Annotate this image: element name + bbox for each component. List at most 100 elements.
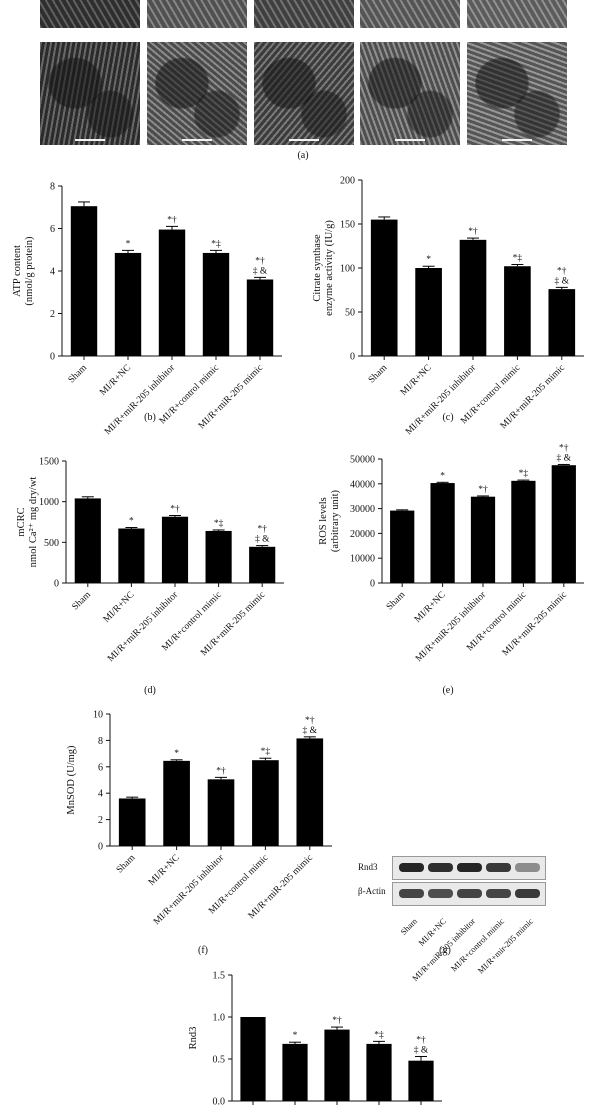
blot-band — [399, 889, 424, 898]
y-axis-label: mCRC — [16, 507, 27, 536]
significance-label: *† — [416, 1035, 426, 1045]
micrograph-top-tile — [360, 0, 460, 28]
bar — [548, 289, 576, 356]
significance-label: *‡ — [261, 747, 271, 757]
bar — [415, 268, 442, 356]
bar — [161, 516, 189, 583]
y-tick-label: 200 — [340, 176, 355, 187]
y-tick-label: 0 — [370, 579, 375, 590]
x-category-label: Sham — [115, 853, 138, 876]
bar — [240, 1017, 266, 1101]
bar — [282, 1043, 308, 1101]
y-tick-label: 2 — [98, 815, 103, 826]
bar — [163, 760, 190, 846]
significance-label: * — [129, 517, 134, 527]
x-category-label: MI/R+NC — [399, 363, 434, 398]
y-axis-label: (arbitrary unit) — [330, 489, 341, 552]
micrograph-top-tile — [467, 0, 567, 28]
bar — [207, 779, 235, 846]
x-category-label: MI/R+NC — [102, 590, 137, 625]
blot-band — [486, 889, 511, 898]
significance-label: *† — [255, 256, 265, 266]
y-tick-label: 0.5 — [213, 1055, 226, 1066]
blot-band — [486, 863, 511, 872]
bar — [324, 1029, 350, 1101]
significance-label: *‡ — [211, 239, 221, 249]
bar — [504, 266, 531, 356]
significance-label: *‡ — [513, 253, 523, 263]
y-tick-label: 1.5 — [213, 971, 226, 982]
y-tick-label: 40000 — [350, 479, 375, 490]
y-tick-label: 0 — [54, 579, 59, 590]
panel-label-a: (a) — [297, 150, 309, 161]
blot-band — [399, 863, 424, 872]
bar — [511, 480, 536, 583]
y-axis-label: Rnd3 — [188, 1027, 199, 1050]
blot-band — [457, 889, 482, 898]
chart-e: 0 10000 20000 30000 40000 50000 ROS levels (arb… — [318, 443, 584, 664]
significance-label: *† — [478, 485, 488, 495]
bar — [118, 798, 146, 846]
bar — [252, 760, 279, 846]
wb-lane-label: MI/R+mir-205 mimic — [475, 916, 536, 976]
x-category-label: Sham — [367, 363, 390, 386]
bar — [114, 252, 142, 356]
significance-label: * — [440, 471, 445, 481]
y-tick-label: 30000 — [350, 504, 375, 515]
significance-label: ‡ & — [255, 535, 270, 545]
western-blot — [392, 856, 546, 910]
y-tick-label: 4 — [98, 789, 103, 800]
blot-band — [515, 889, 540, 898]
y-tick-label: 8 — [50, 182, 55, 193]
significance-label: *† — [216, 766, 226, 776]
panel-label-f: (f) — [198, 945, 208, 956]
significance-label: *‡ — [519, 469, 529, 479]
x-category-label: Sham — [67, 363, 90, 386]
y-tick-label: 50 — [345, 308, 355, 319]
scale-bar — [182, 139, 212, 141]
y-axis-label: ATP content — [12, 245, 23, 297]
micrograph-tile — [467, 42, 567, 145]
significance-label: ‡ & — [253, 266, 268, 276]
y-tick-label: 100 — [340, 264, 355, 275]
y-tick-label: 10000 — [350, 554, 375, 565]
significance-label: * — [126, 239, 131, 249]
blot-band — [428, 863, 453, 872]
x-category-label: MI/R+miR-205 inhibitor — [106, 589, 181, 664]
y-tick-label: 150 — [340, 220, 355, 231]
bar — [205, 530, 232, 583]
significance-label: *† — [332, 1016, 342, 1026]
significance-label: *† — [468, 227, 478, 237]
bar — [74, 498, 101, 583]
significance-label: ‡ & — [555, 276, 570, 286]
micrograph-top-tile — [147, 0, 247, 28]
bar — [158, 229, 186, 356]
bar — [470, 496, 496, 583]
y-tick-label: 8 — [98, 736, 103, 747]
panel-label-g: (g) — [439, 945, 451, 956]
significance-label: *† — [167, 215, 177, 225]
bar — [296, 738, 324, 846]
y-axis-label: nmol Ca²⁺ mg dry/wt — [28, 477, 39, 568]
bar — [551, 465, 576, 583]
panel-label-d: (d) — [144, 685, 156, 696]
micrograph-top-tile — [40, 0, 140, 28]
y-tick-label: 1.0 — [213, 1013, 226, 1024]
chart-d: 0 500 1000 1500 mCRC nmol Ca²⁺ mg dry/wt Sham *… — [16, 457, 284, 664]
y-tick-label: 1500 — [39, 457, 59, 468]
bar — [118, 528, 145, 583]
significance-label: *† — [557, 266, 567, 276]
micrograph-tile — [147, 42, 247, 145]
wb-lane-label: Sham — [398, 916, 420, 937]
panel-label-e: (e) — [442, 685, 454, 696]
micrograph-tile — [40, 42, 140, 145]
significance-label: *† — [257, 525, 267, 535]
wb-row-label-rnd3: Rnd3 — [358, 862, 378, 872]
scale-bar — [395, 139, 425, 141]
y-tick-label: 500 — [44, 538, 59, 549]
scale-bar — [75, 139, 105, 141]
y-tick-label: 10 — [93, 710, 103, 721]
bar — [408, 1060, 434, 1101]
